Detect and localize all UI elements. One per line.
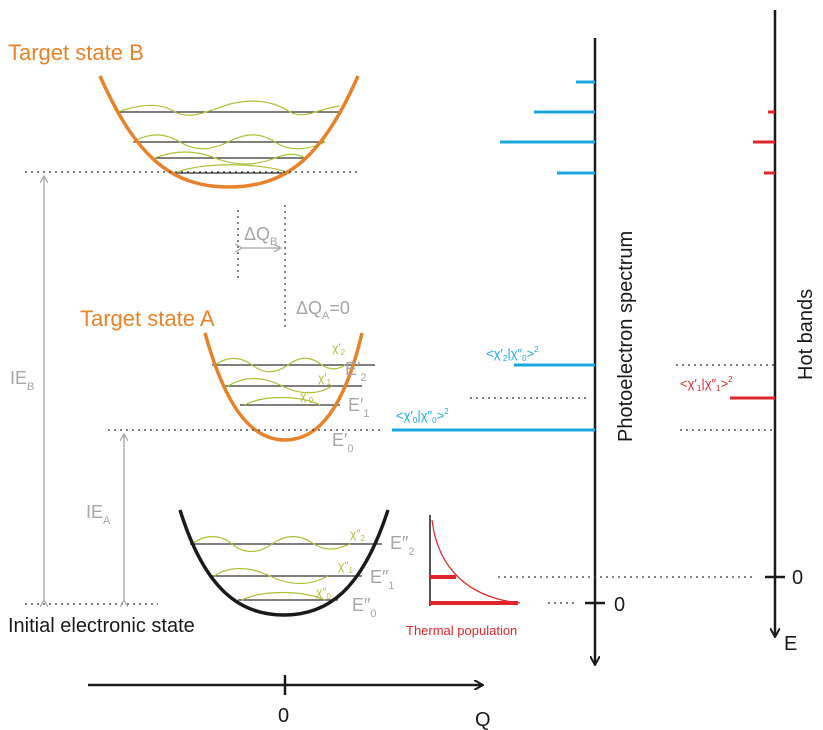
- wavefunction-b-1: [154, 151, 306, 165]
- level-a-0-energy: E′0: [332, 430, 354, 455]
- chi-a-1-label: χ′1: [318, 371, 332, 387]
- fc-factor-2-0: <χ′2|χ″0>2: [486, 345, 539, 363]
- target-state-a-label: Target state A: [80, 306, 215, 331]
- wavefunction-a-2: [214, 357, 346, 373]
- potential-curve-b: [98, 75, 360, 189]
- thermal-population: [429, 515, 521, 606]
- wavefunction-a-1: [227, 377, 333, 394]
- chi-init-1-label: χ″1: [338, 559, 354, 575]
- wavefunction-init-2: [191, 535, 351, 553]
- level-a-2-energy: E′2: [345, 359, 367, 384]
- dq-b-label: ΔQB: [244, 224, 277, 248]
- wavefunction-b-2: [132, 134, 326, 150]
- thermal-population-label: Thermal population: [406, 623, 517, 638]
- wavefunction-init-1: [213, 567, 329, 585]
- delta-q-b-marker: [238, 205, 286, 330]
- level-init-2-energy: E″2: [390, 533, 415, 558]
- initial-state-label: Initial electronic state: [8, 615, 195, 637]
- chi-a-0-label: χ′0: [300, 389, 314, 405]
- chi-a-2-label: χ′2: [332, 341, 346, 357]
- q-zero-label: 0: [278, 705, 289, 727]
- initial-state: [178, 509, 390, 617]
- hot-bands-axis: [498, 10, 785, 636]
- target-state-a: [203, 332, 375, 442]
- dq-a-label: ΔQA=0: [296, 298, 350, 322]
- hot-zero-label: 0: [792, 567, 803, 589]
- energy-guides: [25, 171, 380, 604]
- wavefunction-init-0: [241, 591, 326, 601]
- level-a-1-energy: E′1: [348, 395, 370, 420]
- target-state-b: [98, 75, 360, 189]
- level-init-1-energy: E″1: [370, 567, 395, 592]
- ie-b-label: IEB: [10, 368, 34, 393]
- hot-band-lines: [730, 110, 775, 400]
- energy-axis-label: E: [784, 633, 797, 655]
- fc-factor-0-0: <χ′0|χ″0>2: [396, 407, 449, 425]
- hot-bands-label: Hot bands: [795, 289, 817, 380]
- q-axis: [88, 675, 482, 695]
- wavefunction-b-0: [174, 164, 291, 174]
- potential-curve-initial: [178, 509, 390, 617]
- wavefunction-b-3: [117, 100, 341, 116]
- ie-a-label: IEA: [86, 502, 111, 527]
- chi-init-0-label: χ″0: [316, 585, 332, 601]
- fc-factor-hot: <χ′1|χ″1>2: [680, 375, 733, 393]
- level-init-0-energy: E″0: [352, 595, 377, 620]
- wavefunction-a-0: [244, 396, 321, 406]
- photoelectron-spectrum-label: Photoelectron spectrum: [615, 231, 637, 442]
- chi-init-2-label: χ″2: [350, 527, 366, 543]
- boltzmann-curve: [431, 519, 521, 604]
- q-axis-label: Q: [475, 709, 491, 730]
- target-state-b-label: Target state B: [8, 40, 144, 65]
- pes-zero-label: 0: [614, 594, 625, 616]
- potential-curve-a: [203, 332, 364, 442]
- pes-lines: [392, 80, 595, 432]
